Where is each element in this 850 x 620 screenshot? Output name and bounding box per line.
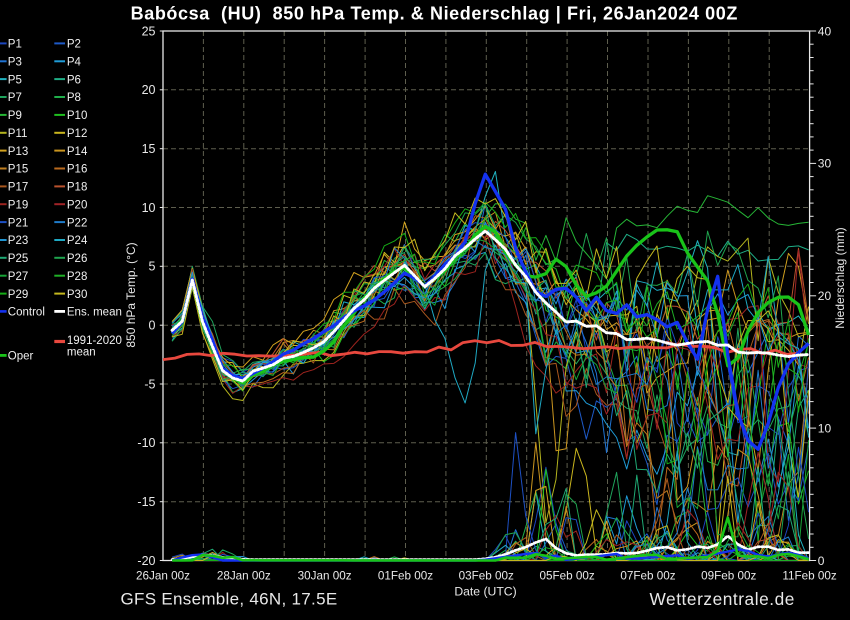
svg-text:Niederschlag (mm): Niederschlag (mm) xyxy=(833,227,847,328)
svg-text:40: 40 xyxy=(818,24,832,38)
svg-text:P27: P27 xyxy=(8,271,28,283)
svg-text:P12: P12 xyxy=(67,128,87,140)
svg-text:Oper: Oper xyxy=(8,351,34,363)
svg-text:15: 15 xyxy=(142,142,156,156)
svg-text:P14: P14 xyxy=(67,146,88,158)
svg-text:-20: -20 xyxy=(137,554,155,568)
svg-text:P26: P26 xyxy=(67,253,87,265)
svg-text:-10: -10 xyxy=(137,436,155,450)
svg-text:P24: P24 xyxy=(67,235,88,247)
svg-text:0: 0 xyxy=(818,554,825,568)
svg-text:28Jan 00z: 28Jan 00z xyxy=(217,570,271,583)
svg-text:P2: P2 xyxy=(67,39,81,51)
svg-text:P22: P22 xyxy=(67,217,87,229)
svg-text:P5: P5 xyxy=(8,74,22,86)
svg-text:P8: P8 xyxy=(67,92,81,104)
svg-text:05Feb 00z: 05Feb 00z xyxy=(539,570,594,583)
svg-text:P28: P28 xyxy=(67,271,87,283)
svg-text:09Feb 00z: 09Feb 00z xyxy=(701,570,756,583)
svg-text:1991-2020: 1991-2020 xyxy=(67,335,122,347)
svg-text:30Jan 00z: 30Jan 00z xyxy=(298,570,352,583)
svg-text:P30: P30 xyxy=(67,289,87,301)
svg-text:P16: P16 xyxy=(67,164,87,176)
svg-text:P7: P7 xyxy=(8,92,22,104)
svg-text:P3: P3 xyxy=(8,57,22,69)
svg-text:P18: P18 xyxy=(67,182,87,194)
svg-text:P17: P17 xyxy=(8,182,28,194)
svg-text:mean: mean xyxy=(67,347,96,359)
svg-text:26Jan 00z: 26Jan 00z xyxy=(136,570,190,583)
svg-text:Babócsa (HU) 850 hPa Temp. &: Babócsa (HU) 850 hPa Temp. & Niederschla… xyxy=(131,3,738,23)
svg-text:01Feb 00z: 01Feb 00z xyxy=(378,570,433,583)
svg-text:-15: -15 xyxy=(137,495,155,509)
svg-text:03Feb 00z: 03Feb 00z xyxy=(459,570,514,583)
svg-text:P11: P11 xyxy=(8,128,28,140)
svg-text:25: 25 xyxy=(142,24,156,38)
svg-text:11Feb 00z: 11Feb 00z xyxy=(782,570,837,583)
svg-text:P25: P25 xyxy=(8,253,28,265)
svg-text:P23: P23 xyxy=(8,235,28,247)
svg-text:P4: P4 xyxy=(67,57,82,69)
svg-text:P20: P20 xyxy=(67,199,87,211)
svg-text:20: 20 xyxy=(142,83,156,97)
svg-text:Ens. mean: Ens. mean xyxy=(67,307,122,319)
svg-text:5: 5 xyxy=(149,260,156,274)
svg-text:Wetterzentrale.de: Wetterzentrale.de xyxy=(650,589,795,609)
svg-text:P21: P21 xyxy=(8,217,28,229)
svg-text:Control: Control xyxy=(8,307,45,319)
svg-text:0: 0 xyxy=(149,319,156,333)
svg-text:P6: P6 xyxy=(67,74,81,86)
svg-text:10: 10 xyxy=(142,201,156,215)
svg-text:GFS Ensemble, 46N, 17.5E: GFS Ensemble, 46N, 17.5E xyxy=(121,589,338,608)
svg-text:850 hPa Temp. (°C): 850 hPa Temp. (°C) xyxy=(124,242,138,347)
svg-text:10: 10 xyxy=(818,421,832,435)
svg-text:-5: -5 xyxy=(144,377,155,391)
svg-text:P15: P15 xyxy=(8,164,28,176)
svg-text:30: 30 xyxy=(818,157,832,171)
svg-text:Date (UTC): Date (UTC) xyxy=(454,585,516,599)
svg-text:P1: P1 xyxy=(8,39,22,51)
svg-text:P19: P19 xyxy=(8,199,28,211)
svg-text:20: 20 xyxy=(818,289,832,303)
svg-text:P29: P29 xyxy=(8,289,28,301)
svg-text:P10: P10 xyxy=(67,110,87,122)
svg-text:07Feb 00z: 07Feb 00z xyxy=(620,570,675,583)
svg-text:P9: P9 xyxy=(8,110,22,122)
svg-text:P13: P13 xyxy=(8,146,28,158)
